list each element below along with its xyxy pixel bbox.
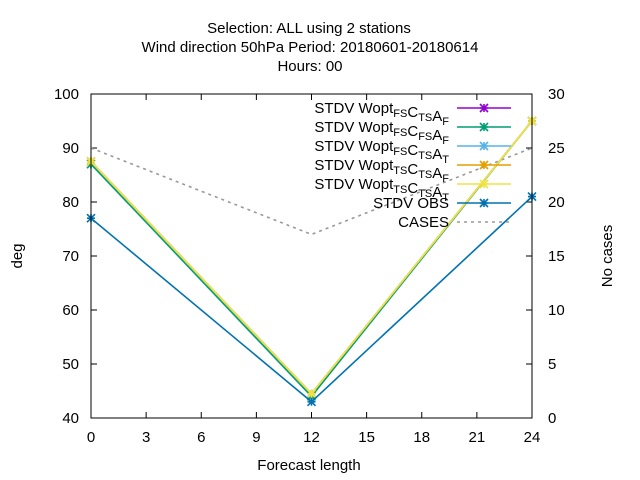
y2-tick-label: 0 xyxy=(548,410,556,427)
title-line-3: Hours: 00 xyxy=(277,58,342,75)
series-stdv-wopt-ts-c-ts-a-f xyxy=(86,116,537,399)
y2-axis-label: No cases xyxy=(599,225,616,288)
legend-label: CASES xyxy=(398,214,449,231)
y2-tick-label: 20 xyxy=(548,194,565,211)
x-tick-label: 12 xyxy=(303,429,320,446)
legend-label: STDV WoptTSCTSAT xyxy=(314,176,449,204)
legend-entry: STDV WoptTSCTSAF xyxy=(314,157,511,185)
x-tick-label: 24 xyxy=(524,429,541,446)
legend-entry: CASES xyxy=(398,214,511,231)
y-tick-label: 70 xyxy=(62,248,79,265)
series-cases xyxy=(90,147,533,236)
series-line xyxy=(90,147,533,236)
data-point xyxy=(306,389,317,399)
y-tick-label: 80 xyxy=(62,194,79,211)
y-tick-label: 100 xyxy=(54,86,79,103)
legend-label: STDV WoptFSCFSAF xyxy=(314,119,449,147)
y-tick-label: 90 xyxy=(62,140,79,157)
series-stdv-obs xyxy=(86,192,537,407)
legend-label: STDV WoptTSCTSAF xyxy=(314,157,449,185)
legend-entry: STDV WoptFSCTSAF xyxy=(314,100,511,128)
x-tick-label: 0 xyxy=(87,429,95,446)
title-line-2: Wind direction 50hPa Period: 20180601-20… xyxy=(142,39,479,56)
y2-tick-label: 10 xyxy=(548,302,565,319)
x-tick-label: 9 xyxy=(252,429,260,446)
data-point xyxy=(306,397,317,407)
legend-entry: STDV WoptFSCTSAT xyxy=(314,138,511,166)
legend-sample-marker xyxy=(479,122,489,132)
legend-entry: STDV OBS xyxy=(373,195,511,212)
legend-label: STDV WoptFSCTSAF xyxy=(314,100,449,128)
series-stdv-wopt-fs-c-fs-a-f xyxy=(86,116,537,401)
x-tick-label: 21 xyxy=(469,429,486,446)
y2-tick-label: 25 xyxy=(548,140,565,157)
legend-entry: STDV WoptFSCFSAF xyxy=(314,119,511,147)
y-axis-label: deg xyxy=(9,243,26,268)
y2-tick-label: 15 xyxy=(548,248,565,265)
series-stdv-wopt-fs-c-ts-a-f xyxy=(86,116,537,399)
legend-sample-marker xyxy=(479,160,489,170)
series-layer xyxy=(86,116,537,407)
series-stdv-wopt-ts-c-ts-a-t xyxy=(86,116,537,399)
y-tick-label: 60 xyxy=(62,302,79,319)
legend-sample-marker xyxy=(479,198,489,208)
legend-sample-marker xyxy=(479,141,489,151)
legend-entry: STDV WoptTSCTSAT xyxy=(314,176,511,204)
axis-ticks: 0 3 6 9 12 15 18 21 24 40 50 60 70 80 90 100 0 5 10 15 20 25 3… xyxy=(54,86,565,446)
legend-sample-marker xyxy=(479,179,489,189)
legend-label: STDV WoptFSCTSAT xyxy=(314,138,449,166)
y2-tick-label: 5 xyxy=(548,356,556,373)
x-axis-label: Forecast length xyxy=(257,457,360,474)
legend-label: STDV OBS xyxy=(373,195,449,212)
title-line-1: Selection: ALL using 2 stations xyxy=(207,20,411,37)
series-line xyxy=(90,196,533,403)
x-tick-label: 18 xyxy=(413,429,430,446)
y-tick-label: 40 xyxy=(62,410,79,427)
y-tick-label: 50 xyxy=(62,356,79,373)
x-tick-label: 6 xyxy=(197,429,205,446)
x-tick-label: 3 xyxy=(142,429,150,446)
y2-tick-label: 30 xyxy=(548,86,565,103)
series-stdv-wopt-fs-c-ts-a-t xyxy=(86,116,537,399)
chart-title: Selection: ALL using 2 stations Wind dir… xyxy=(142,20,479,75)
x-tick-label: 15 xyxy=(358,429,375,446)
legend-sample-marker xyxy=(479,103,489,113)
plot-frame xyxy=(90,93,533,419)
